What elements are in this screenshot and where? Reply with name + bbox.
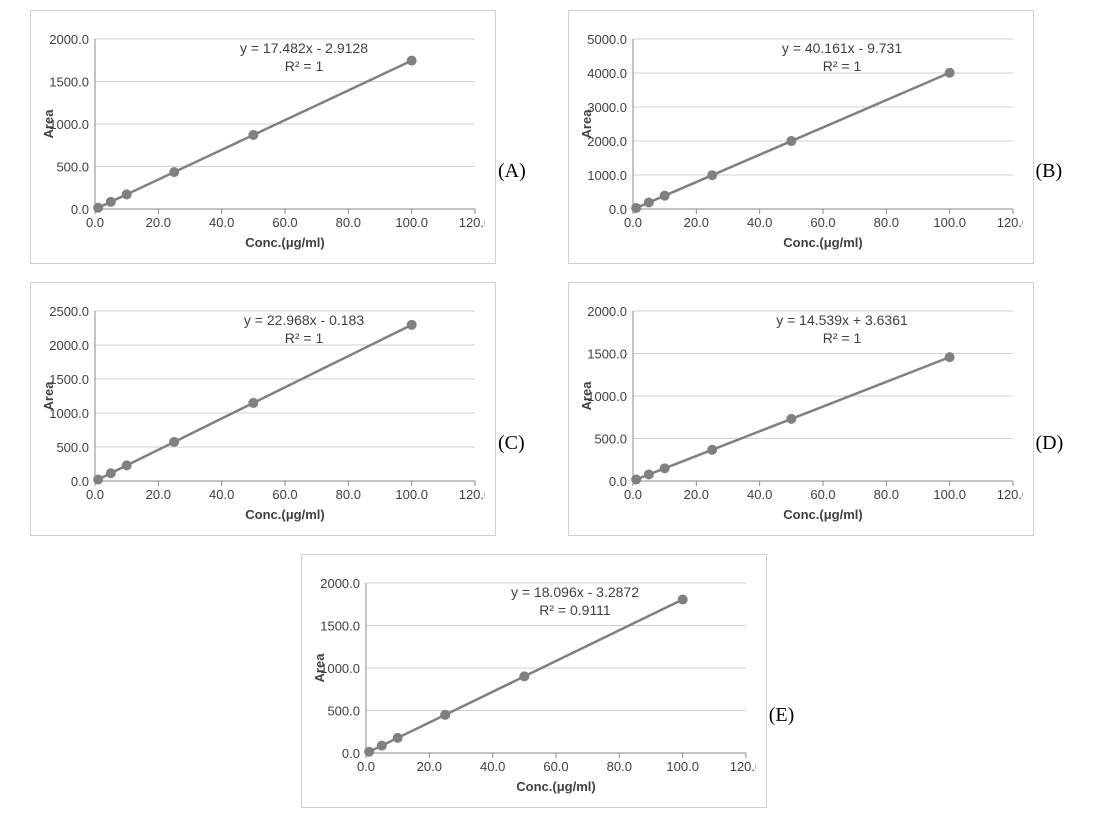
svg-text:20.0: 20.0: [683, 215, 708, 230]
svg-text:20.0: 20.0: [416, 759, 441, 774]
svg-text:Area: Area: [579, 381, 594, 411]
svg-text:4000.0: 4000.0: [587, 66, 627, 81]
svg-text:120.0: 120.0: [459, 487, 485, 502]
svg-text:2000.0: 2000.0: [320, 576, 360, 591]
panel-tag: (B): [1036, 160, 1063, 183]
svg-text:1500.0: 1500.0: [587, 347, 627, 362]
svg-text:120.0: 120.0: [996, 215, 1022, 230]
svg-text:100.0: 100.0: [933, 487, 966, 502]
svg-text:0.0: 0.0: [623, 215, 641, 230]
svg-text:40.0: 40.0: [747, 487, 772, 502]
svg-text:60.0: 60.0: [543, 759, 568, 774]
svg-text:R² = 1: R² = 1: [285, 58, 324, 74]
svg-text:Area: Area: [312, 653, 327, 683]
svg-text:R² = 1: R² = 1: [822, 58, 861, 74]
svg-text:60.0: 60.0: [810, 487, 835, 502]
panel-wrap: 0.0500.01000.01500.02000.00.020.040.060.…: [30, 554, 1065, 808]
svg-text:80.0: 80.0: [606, 759, 631, 774]
svg-text:40.0: 40.0: [209, 487, 234, 502]
panel-wrap: 0.0500.01000.01500.02000.00.020.040.060.…: [30, 10, 528, 264]
svg-text:80.0: 80.0: [336, 487, 361, 502]
svg-text:Conc.(μg/ml): Conc.(μg/ml): [245, 235, 324, 250]
svg-text:100.0: 100.0: [666, 759, 699, 774]
svg-text:80.0: 80.0: [873, 487, 898, 502]
chart-panel-e: 0.0500.01000.01500.02000.00.020.040.060.…: [301, 554, 767, 808]
svg-text:0.0: 0.0: [86, 487, 104, 502]
svg-text:Area: Area: [579, 109, 594, 139]
chart-panel-b: 0.01000.02000.03000.04000.05000.00.020.0…: [568, 10, 1034, 264]
svg-text:Conc.(μg/ml): Conc.(μg/ml): [245, 507, 324, 522]
panel-tag: (D): [1036, 432, 1064, 455]
svg-text:100.0: 100.0: [395, 215, 428, 230]
svg-text:R² = 1: R² = 1: [285, 330, 324, 346]
panel-wrap: 0.0500.01000.01500.02000.02500.00.020.04…: [30, 282, 528, 536]
svg-text:2500.0: 2500.0: [49, 304, 89, 319]
svg-text:120.0: 120.0: [729, 759, 755, 774]
panel-tag: (A): [498, 160, 526, 183]
svg-text:0.0: 0.0: [357, 759, 375, 774]
svg-text:y = 17.482x - 2.9128: y = 17.482x - 2.9128: [240, 40, 368, 56]
svg-text:2000.0: 2000.0: [49, 32, 89, 47]
panels-grid: 0.0 500.0 1000.0 1500.0 2000.0 0.0 20.0 40.0 60.…: [0, 0, 1095, 818]
svg-text:1000.0: 1000.0: [587, 168, 627, 183]
panel-wrap: 0.0500.01000.01500.02000.00.020.040.060.…: [568, 282, 1066, 536]
chart-panel-d: 0.0500.01000.01500.02000.00.020.040.060.…: [568, 282, 1034, 536]
svg-text:20.0: 20.0: [146, 215, 171, 230]
chart-panel-c: 0.0500.01000.01500.02000.02500.00.020.04…: [30, 282, 496, 536]
svg-text:Conc.(μg/ml): Conc.(μg/ml): [783, 507, 862, 522]
svg-text:0.0: 0.0: [623, 487, 641, 502]
svg-text:120.0: 120.0: [459, 215, 485, 230]
svg-text:60.0: 60.0: [810, 215, 835, 230]
chart-panel-a: 0.0500.01000.01500.02000.00.020.040.060.…: [30, 10, 496, 264]
svg-text:500.0: 500.0: [56, 440, 89, 455]
svg-text:Area: Area: [41, 381, 56, 411]
svg-text:R² = 1: R² = 1: [822, 330, 861, 346]
svg-text:20.0: 20.0: [683, 487, 708, 502]
svg-text:R² = 0.9111: R² = 0.9111: [539, 602, 611, 618]
svg-text:60.0: 60.0: [272, 215, 297, 230]
svg-text:Conc.(μg/ml): Conc.(μg/ml): [516, 779, 595, 794]
svg-text:y = 40.161x - 9.731: y = 40.161x - 9.731: [781, 40, 901, 56]
panel-tag: (C): [498, 432, 525, 455]
panel-tag: (E): [769, 704, 795, 727]
svg-text:5000.0: 5000.0: [587, 32, 627, 47]
svg-text:500.0: 500.0: [56, 160, 89, 175]
svg-text:Area: Area: [41, 109, 56, 139]
svg-text:2000.0: 2000.0: [587, 304, 627, 319]
svg-text:y = 14.539x + 3.6361: y = 14.539x + 3.6361: [776, 312, 908, 328]
svg-text:500.0: 500.0: [327, 704, 360, 719]
svg-text:y = 18.096x - 3.2872: y = 18.096x - 3.2872: [511, 584, 639, 600]
svg-text:120.0: 120.0: [996, 487, 1022, 502]
svg-text:20.0: 20.0: [146, 487, 171, 502]
svg-text:500.0: 500.0: [594, 432, 627, 447]
svg-text:1500.0: 1500.0: [320, 619, 360, 634]
svg-text:40.0: 40.0: [747, 215, 772, 230]
svg-text:80.0: 80.0: [873, 215, 898, 230]
panel-wrap: 0.01000.02000.03000.04000.05000.00.020.0…: [568, 10, 1066, 264]
svg-text:0.0: 0.0: [86, 215, 104, 230]
svg-text:100.0: 100.0: [933, 215, 966, 230]
svg-text:1500.0: 1500.0: [49, 75, 89, 90]
svg-text:40.0: 40.0: [480, 759, 505, 774]
svg-text:100.0: 100.0: [395, 487, 428, 502]
svg-text:2000.0: 2000.0: [49, 338, 89, 353]
svg-text:80.0: 80.0: [336, 215, 361, 230]
svg-text:Conc.(μg/ml): Conc.(μg/ml): [783, 235, 862, 250]
svg-text:y = 22.968x - 0.183: y = 22.968x - 0.183: [244, 312, 364, 328]
svg-text:60.0: 60.0: [272, 487, 297, 502]
svg-text:40.0: 40.0: [209, 215, 234, 230]
